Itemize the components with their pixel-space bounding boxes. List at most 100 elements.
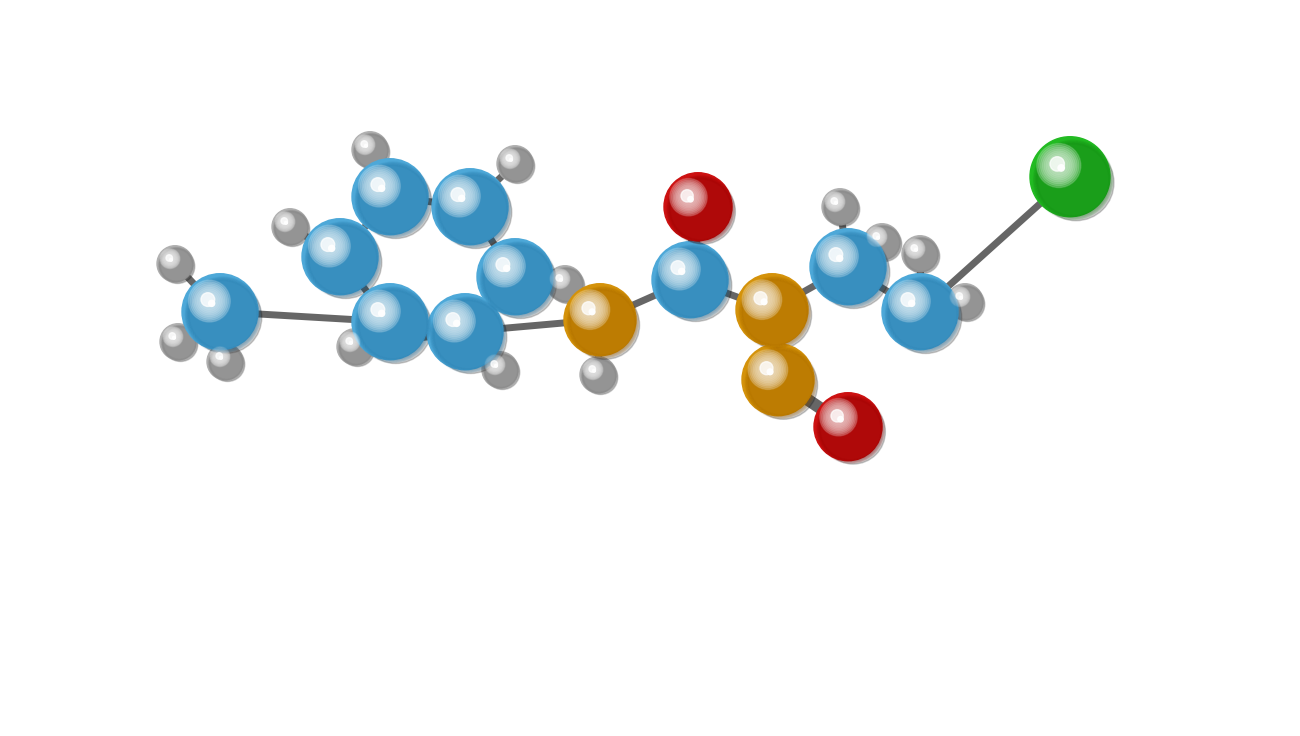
Circle shape xyxy=(370,177,389,195)
Circle shape xyxy=(572,291,608,328)
Circle shape xyxy=(670,178,732,241)
Circle shape xyxy=(498,147,534,183)
Circle shape xyxy=(745,347,816,418)
Circle shape xyxy=(550,269,582,302)
Circle shape xyxy=(500,149,534,183)
Circle shape xyxy=(355,287,432,363)
Circle shape xyxy=(161,250,178,267)
Circle shape xyxy=(750,352,786,388)
Circle shape xyxy=(277,213,294,230)
Circle shape xyxy=(447,314,462,328)
Circle shape xyxy=(318,236,339,257)
Circle shape xyxy=(815,234,887,305)
Circle shape xyxy=(551,269,569,288)
Circle shape xyxy=(355,135,374,155)
Circle shape xyxy=(555,274,566,283)
Circle shape xyxy=(582,302,595,315)
Circle shape xyxy=(906,240,924,258)
Circle shape xyxy=(949,286,984,321)
Circle shape xyxy=(744,281,780,318)
Circle shape xyxy=(745,283,779,316)
Circle shape xyxy=(906,239,940,274)
Circle shape xyxy=(169,333,177,341)
Circle shape xyxy=(571,291,640,359)
Circle shape xyxy=(1058,165,1065,171)
Circle shape xyxy=(673,182,705,213)
Circle shape xyxy=(159,247,195,283)
Circle shape xyxy=(486,355,520,389)
Circle shape xyxy=(549,268,584,302)
Circle shape xyxy=(586,363,599,376)
Circle shape xyxy=(568,288,638,358)
Circle shape xyxy=(573,293,606,326)
Circle shape xyxy=(589,366,595,372)
Text: alamy: alamy xyxy=(18,687,138,722)
Circle shape xyxy=(443,311,465,331)
Circle shape xyxy=(909,242,922,255)
Circle shape xyxy=(359,165,428,234)
Circle shape xyxy=(489,250,520,282)
Circle shape xyxy=(359,290,428,359)
Circle shape xyxy=(278,215,291,228)
Circle shape xyxy=(203,294,216,308)
Circle shape xyxy=(660,250,698,289)
Circle shape xyxy=(820,398,881,461)
Circle shape xyxy=(950,287,970,307)
Circle shape xyxy=(679,188,698,207)
Circle shape xyxy=(481,243,555,316)
Circle shape xyxy=(504,154,515,163)
Circle shape xyxy=(1048,155,1070,177)
Circle shape xyxy=(361,169,396,203)
Circle shape xyxy=(277,214,292,229)
Circle shape xyxy=(360,140,370,149)
Circle shape xyxy=(829,197,840,207)
Circle shape xyxy=(551,269,585,303)
Circle shape xyxy=(308,225,350,267)
Circle shape xyxy=(360,291,432,364)
Circle shape xyxy=(835,202,837,204)
Circle shape xyxy=(885,277,961,353)
Circle shape xyxy=(742,280,807,345)
Circle shape xyxy=(1052,158,1066,173)
Circle shape xyxy=(164,328,198,361)
Circle shape xyxy=(503,152,516,166)
Circle shape xyxy=(276,212,308,244)
Circle shape xyxy=(358,289,429,361)
Circle shape xyxy=(822,400,855,434)
Circle shape xyxy=(370,177,385,191)
Circle shape xyxy=(816,236,885,304)
Circle shape xyxy=(441,307,468,335)
Circle shape xyxy=(211,347,243,380)
Circle shape xyxy=(369,176,390,197)
Circle shape xyxy=(902,236,939,272)
Circle shape xyxy=(872,232,881,241)
Circle shape xyxy=(866,226,901,261)
Circle shape xyxy=(306,222,381,297)
Circle shape xyxy=(433,300,476,342)
Circle shape xyxy=(816,235,887,305)
Circle shape xyxy=(571,291,636,355)
Circle shape xyxy=(361,141,368,147)
Circle shape xyxy=(504,153,516,164)
Circle shape xyxy=(436,172,511,247)
Circle shape xyxy=(581,358,618,394)
Circle shape xyxy=(438,175,480,217)
Circle shape xyxy=(547,266,582,302)
Circle shape xyxy=(208,300,214,306)
Circle shape xyxy=(826,192,845,211)
Circle shape xyxy=(831,198,837,204)
Circle shape xyxy=(209,346,244,381)
Circle shape xyxy=(510,158,512,161)
Circle shape xyxy=(870,229,884,244)
Circle shape xyxy=(207,344,243,380)
Circle shape xyxy=(823,190,859,226)
Circle shape xyxy=(905,238,939,272)
Circle shape xyxy=(164,328,182,346)
Circle shape xyxy=(485,355,504,375)
Circle shape xyxy=(187,278,259,351)
Circle shape xyxy=(497,146,533,182)
Circle shape xyxy=(952,289,968,305)
Circle shape xyxy=(755,356,781,383)
Circle shape xyxy=(589,366,597,374)
Circle shape xyxy=(164,253,176,264)
